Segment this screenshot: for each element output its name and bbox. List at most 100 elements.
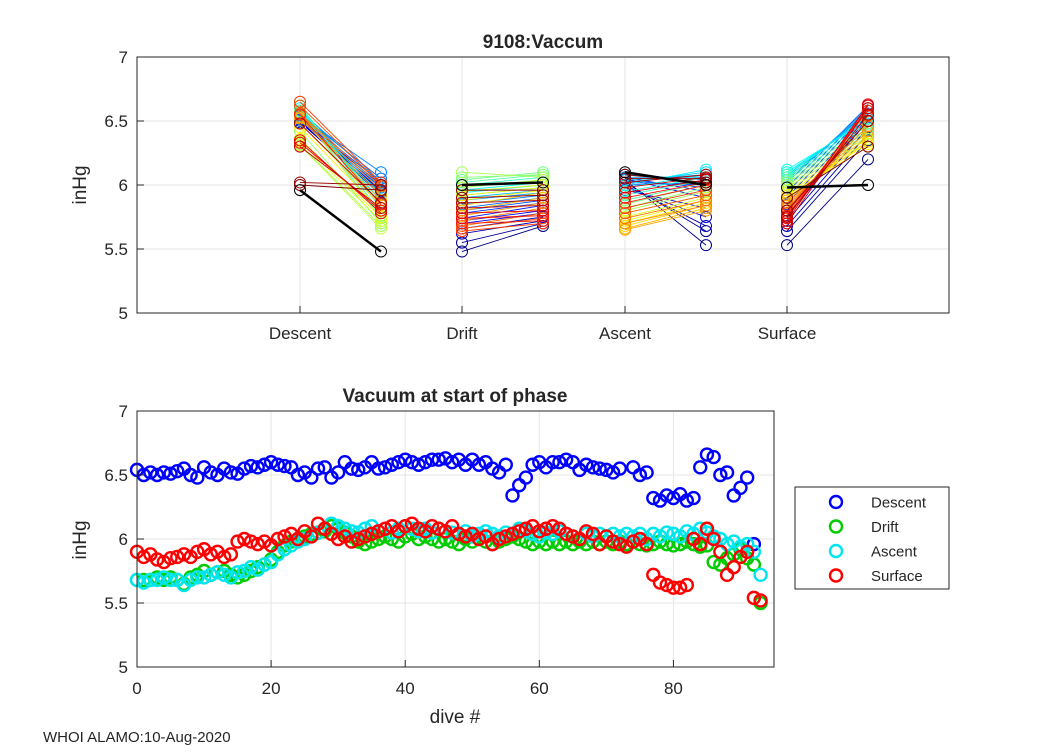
phase-start-marker — [294, 136, 306, 149]
legend-label-descent: Descent — [871, 495, 927, 512]
phase-end-marker — [375, 179, 387, 191]
phase-start-marker — [619, 166, 631, 179]
scatter-point-surface — [612, 536, 627, 552]
scatter-point-descent — [471, 457, 487, 472]
phase-end-marker — [375, 222, 387, 235]
scatter-point-surface — [625, 534, 641, 549]
top-x-tick-label: Descent — [269, 324, 332, 343]
scatter-point-descent — [143, 465, 158, 480]
bottom-axes-ticks: 5 5.5 6 6.5 7 0 20 40 60 80 — [104, 402, 683, 698]
phase-start-marker — [294, 140, 306, 153]
phase-end-marker — [375, 166, 387, 179]
scatter-point-descent — [243, 458, 259, 474]
scatter-point-surface — [512, 524, 527, 539]
phase-start-marker — [619, 189, 631, 202]
top-axes-data — [294, 95, 874, 258]
phase-start-marker — [781, 163, 793, 176]
scatter-point-descent — [290, 467, 306, 483]
scatter-point-descent — [579, 457, 594, 472]
phase-end-marker — [700, 189, 712, 202]
phase-line — [461, 210, 544, 214]
scatter-point-surface — [746, 590, 762, 606]
scatter-point-surface — [505, 526, 520, 542]
phase-end-marker — [537, 214, 549, 227]
bottom-y-tick-label: 5.5 — [104, 594, 128, 613]
scatter-point-ascent — [337, 521, 353, 536]
scatter-point-drift — [672, 536, 688, 552]
bottom-x-tick-label: 20 — [262, 679, 281, 698]
scatter-point-descent — [424, 452, 440, 467]
scatter-point-descent — [237, 461, 252, 476]
bottom-y-tick-label: 5 — [119, 658, 128, 677]
top-y-axis-label: inHg — [70, 165, 91, 204]
phase-line — [624, 205, 707, 224]
scatter-point-descent — [351, 462, 366, 478]
phase-line — [786, 120, 869, 171]
scatter-point-surface — [726, 559, 741, 575]
scatter-point-descent — [344, 461, 359, 476]
bottom-x-tick-label: 80 — [664, 679, 683, 698]
scatter-point-descent — [391, 455, 406, 470]
scatter-point-ascent — [210, 565, 225, 580]
phase-line — [786, 120, 869, 211]
phase-line — [461, 189, 544, 201]
phase-line — [461, 225, 544, 252]
phase-line — [624, 190, 707, 212]
phase-start-marker — [781, 179, 793, 191]
phase-line — [786, 130, 869, 204]
legend-label-ascent: Ascent — [871, 544, 918, 561]
phase-end-marker — [537, 166, 549, 179]
scatter-point-descent — [190, 470, 205, 485]
scatter-point-surface — [538, 521, 554, 536]
scatter-point-ascent — [163, 572, 178, 588]
phase-start-marker — [781, 181, 793, 194]
scatter-point-surface — [565, 529, 581, 544]
scatter-point-drift — [706, 554, 721, 570]
phase-line — [299, 146, 382, 209]
phase-start-marker — [456, 236, 468, 249]
scatter-point-ascent — [216, 567, 232, 583]
legend: Descent Drift Ascent Surface — [794, 486, 950, 590]
scatter-point-surface — [364, 526, 379, 542]
phase-end-marker — [700, 202, 712, 215]
scatter-point-surface — [163, 551, 178, 566]
top-x-tick-label: Surface — [758, 324, 817, 343]
phase-end-marker — [862, 138, 874, 151]
phase-line — [299, 139, 382, 214]
scatter-point-descent — [632, 467, 648, 483]
legend-marker-drift — [828, 519, 844, 534]
phase-start-marker — [294, 111, 306, 124]
scatter-point-surface — [411, 521, 426, 536]
scatter-point-descent — [558, 452, 574, 467]
scatter-point-ascent — [471, 526, 487, 542]
phase-line — [786, 146, 869, 199]
scatter-point-surface — [639, 536, 654, 552]
phase-start-marker — [456, 179, 468, 191]
phase-line — [624, 169, 707, 186]
scatter-point-surface — [344, 534, 359, 549]
phase-start-marker — [456, 219, 468, 232]
phase-start-marker — [456, 209, 468, 222]
phase-end-marker — [537, 176, 549, 189]
scatter-point-descent — [706, 449, 721, 465]
scatter-point-surface — [304, 529, 319, 544]
scatter-point-surface — [176, 547, 192, 562]
bottom-y-axis-label: inHg — [70, 520, 91, 559]
phase-line — [299, 114, 382, 191]
phase-line — [461, 187, 544, 196]
scatter-point-ascent — [196, 570, 212, 585]
phase-line — [624, 184, 707, 227]
phase-end-marker — [862, 102, 874, 115]
phase-line — [624, 170, 707, 187]
phase-end-marker — [375, 211, 387, 223]
phase-start-marker — [781, 214, 793, 227]
phase-end-marker — [537, 199, 549, 212]
scatter-point-surface — [250, 536, 265, 552]
scatter-point-descent — [223, 465, 239, 480]
phase-line — [299, 105, 382, 209]
phase-line — [299, 184, 382, 191]
phase-start-marker — [781, 184, 793, 197]
top-x-tick-label: Ascent — [599, 324, 651, 343]
scatter-point-descent — [518, 470, 534, 485]
